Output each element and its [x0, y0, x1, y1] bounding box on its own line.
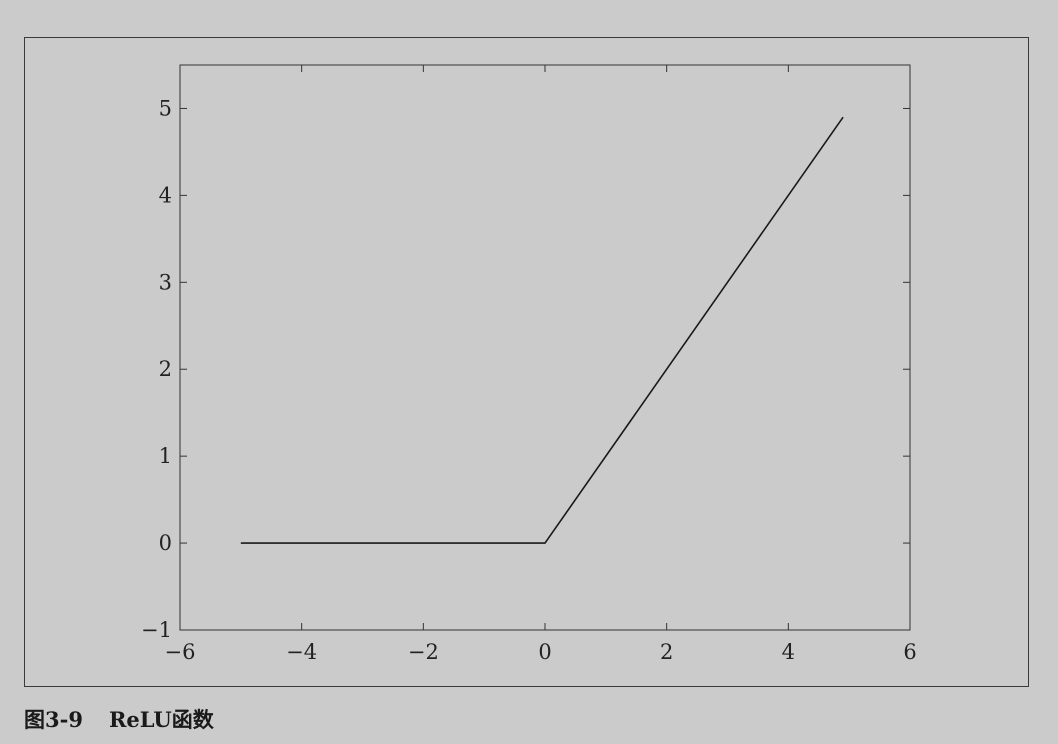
y-tick-label: 1 [159, 444, 172, 468]
data-series [240, 116, 844, 544]
relu-chart: −6 −4 −2 0 2 4 6 −1 0 1 2 3 4 5 [141, 64, 917, 664]
figure-number: 图3-9 [24, 707, 83, 732]
x-tick-label: −6 [165, 640, 196, 664]
x-tick-label: −4 [286, 640, 317, 664]
x-tick-label: 4 [782, 640, 795, 664]
figure-caption: 图3-9 ReLU函数 [24, 704, 214, 734]
plot-frame [179, 64, 911, 631]
tick-labels: −6 −4 −2 0 2 4 6 −1 0 1 2 3 4 5 [141, 96, 917, 664]
x-tick-label: 0 [538, 640, 551, 664]
x-tick-label: −2 [408, 640, 439, 664]
y-tick-label: −1 [141, 618, 172, 642]
relu-line [240, 116, 844, 544]
y-tick-label: 3 [159, 270, 172, 294]
figure-title: ReLU函数 [108, 707, 214, 732]
x-tick-label: 2 [660, 640, 673, 664]
y-tick-label: 2 [159, 357, 172, 381]
x-tick-label: 6 [903, 640, 916, 664]
y-tick-label: 4 [159, 183, 172, 207]
figure-frame [24, 37, 1029, 687]
y-tick-label: 0 [159, 531, 172, 555]
y-tick-label: 5 [159, 96, 172, 120]
axis-ticks [179, 65, 911, 631]
plot-area [179, 64, 911, 631]
